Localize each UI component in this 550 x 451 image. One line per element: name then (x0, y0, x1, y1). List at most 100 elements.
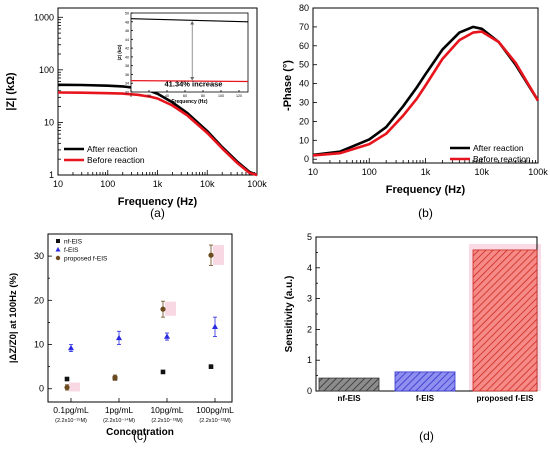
panel-c-point-nf (208, 364, 214, 369)
panel-b-x-tick-label: 10k (474, 167, 489, 177)
panel-c-legend-marker (55, 255, 61, 261)
panel-a-y-tick-label: 1000 (34, 12, 54, 22)
inset-x-tick-label: 20 (147, 94, 151, 98)
panel-a-caption: (a) (150, 206, 165, 220)
panel-d-x-tick-label: nf-EIS (337, 394, 361, 403)
panel-a-x-tick-label: 100k (247, 179, 267, 189)
panel-b-y-tick-label: 0 (304, 154, 309, 164)
panel-c-point-nf (160, 369, 166, 375)
inset-y-tick-label: 42 (125, 47, 129, 51)
inset-y-tick-label: 38 (125, 64, 129, 68)
panel-b-y-tick-label: 20 (299, 116, 309, 126)
panel-c-point-proposed (160, 306, 166, 312)
panel-c-y-tick-label: 30 (34, 251, 44, 261)
inset-y-tick-label: 50 (125, 12, 129, 16)
panel-b-x-tick-label: 100k (528, 167, 548, 177)
inset-x-tick-label: 60 (183, 94, 187, 98)
inset-x-tick-label: 120 (236, 94, 242, 98)
panel-c-x-tick-label: 0.1pg/mL (53, 405, 89, 415)
panel-a-series-line-1 (57, 91, 258, 177)
inset-arrow-head-up (190, 20, 195, 25)
inset-arrow-head-down (190, 77, 195, 81)
inset-x-tick-label: 0 (130, 94, 132, 98)
panel-b-caption: (b) (418, 206, 433, 220)
panel-b-series-line-0 (312, 25, 540, 157)
panel-a-x-tick-label: 10 (53, 179, 63, 189)
panel-a-y-tick-label: 10 (44, 117, 54, 127)
panel-b-series-line-1 (312, 30, 540, 157)
inset-x-tick-label: 80 (201, 94, 205, 98)
inset-annotation: 41.34% increase (165, 80, 223, 89)
panel-c-x-sublabel: (2.2x10⁻¹³M) (151, 418, 182, 424)
panel-c-x-tick-label: 10pg/mL (150, 405, 183, 415)
panel-b-y-label: -Phase (°) (282, 60, 294, 111)
panel-d-caption: (d) (419, 429, 434, 443)
inset-y-tick-label: 44 (125, 38, 129, 42)
panel-b-x-tick-label: 100 (362, 167, 377, 177)
panel-b-legend-label: Before reaction (473, 154, 531, 164)
panel-c-legend-marker (55, 246, 61, 252)
panel-a-legend-label: After reaction (87, 144, 138, 154)
panel-c-point-proposed (64, 384, 70, 391)
panel-c-x-sublabel: (2.2x10⁻¹⁵M) (55, 417, 87, 424)
panel-c-x-label: Concentration (106, 427, 174, 438)
panel-c-legend-label: proposed f-EIS (64, 256, 108, 263)
panel-d-y-tick-label: 4 (307, 263, 312, 273)
panel-c-x-tick-label: 100pg/mL (196, 405, 234, 415)
panel-a-y-tick-label: 1 (49, 170, 54, 180)
panel-d-y-tick-label: 5 (307, 232, 312, 242)
inset-x-label: Frequency (Hz) (171, 99, 207, 105)
panel-d-y-label: Sensitivity (a.u.) (284, 276, 295, 353)
panel-a-y-label: |Z| (kΩ) (5, 72, 17, 111)
panel-a-legend-label: Before reaction (87, 155, 145, 165)
panel-c-y-tick-label: 20 (34, 295, 44, 305)
inset-x-tick-label: 100 (218, 94, 224, 98)
panel-b-y-tick-label: 40 (299, 79, 309, 89)
panel-c-y-tick-label: 10 (34, 340, 44, 350)
panel-b-y-tick-label: 80 (299, 3, 309, 13)
panel-c-frame (47, 233, 233, 403)
panel-d-y-tick-label: 2 (307, 324, 312, 334)
panel-c-legend-label: nf-EIS (64, 239, 83, 246)
panel-c-legend-label: f-EIS (64, 247, 79, 254)
panel-c-point-f (164, 333, 170, 339)
panel-d-x-tick-label: f-EIS (416, 394, 435, 403)
panel-c-x-sublabel: (2.2x10⁻¹⁴M) (103, 417, 135, 424)
inset-before-line (130, 80, 249, 83)
panel-c-legend-marker (56, 239, 60, 243)
panel-c-highlight (69, 382, 80, 392)
panel-d-x-tick-label: proposed f-EIS (477, 394, 535, 403)
panel-b-y-tick-label: 70 (299, 22, 309, 32)
panel-c-highlight (213, 245, 224, 265)
panel-c-x-tick-label: 1pg/mL (105, 405, 134, 415)
inset-frame (130, 12, 249, 93)
panel-b-y-tick-label: 30 (299, 98, 309, 108)
panel-c-y-label: |ΔZ/Z0| at 100Hz (%) (8, 273, 19, 363)
panel-c-point-f (68, 344, 74, 351)
inset-after-line (130, 18, 249, 23)
inset-y-label: |Z| (kΩ) (117, 44, 122, 60)
panel-c-x-sublabel: (2.2x10⁻¹²M) (199, 418, 230, 424)
inset-y-tick-label: 36 (125, 73, 129, 77)
panel-d-bar-2 (472, 249, 538, 392)
panel-b-x-tick-label: 1k (421, 167, 431, 177)
panel-a-x-tick-label: 10k (200, 179, 215, 189)
panel-d-y-tick-label: 1 (307, 355, 312, 365)
panel-a-y-tick-label: 100 (39, 65, 54, 75)
panel-c-y-tick-label: 0 (39, 384, 44, 394)
panel-c-point-f (212, 323, 218, 330)
inset-x-tick-label: 40 (165, 94, 169, 98)
panel-a-x-tick-label: 100 (100, 179, 115, 189)
panel-c-point-proposed (208, 252, 214, 258)
panel-c-point-f (116, 334, 122, 341)
panel-a-x-tick-label: 1k (153, 179, 163, 189)
panel-b-y-tick-label: 60 (299, 41, 309, 51)
inset-y-tick-label: 40 (125, 55, 129, 59)
panel-c-caption: (c) (133, 429, 147, 443)
panel-b-y-tick-label: 50 (299, 60, 309, 70)
panel-d-y-tick-label: 3 (307, 294, 312, 304)
panel-b-y-tick-label: 10 (299, 135, 309, 145)
panel-c-point-nf (64, 376, 70, 382)
